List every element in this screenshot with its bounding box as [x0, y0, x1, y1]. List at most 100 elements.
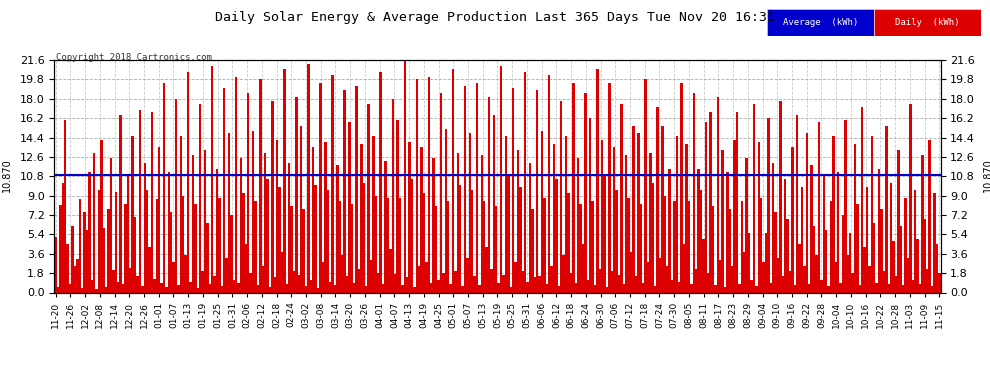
Bar [337, 165, 339, 292]
Bar [640, 204, 642, 292]
Bar [211, 66, 214, 292]
Bar [936, 244, 939, 292]
Bar [148, 247, 150, 292]
Bar [858, 285, 861, 292]
Bar [430, 283, 433, 292]
Bar [752, 104, 755, 292]
Bar [883, 271, 885, 292]
Bar [214, 276, 216, 292]
Bar [454, 271, 456, 292]
Bar [764, 233, 767, 292]
Bar [440, 93, 443, 292]
Bar [137, 276, 139, 292]
Bar [409, 142, 411, 292]
Bar [548, 75, 550, 292]
Bar [346, 276, 348, 292]
Bar [167, 172, 170, 292]
Bar [663, 196, 666, 292]
Bar [199, 104, 201, 292]
Bar [218, 198, 221, 292]
Bar [760, 198, 762, 292]
Bar [719, 260, 722, 292]
Bar [654, 286, 656, 292]
Bar [332, 75, 334, 292]
Bar [370, 260, 372, 292]
Bar [929, 140, 931, 292]
Bar [69, 284, 71, 292]
Bar [273, 278, 276, 292]
Bar [179, 136, 182, 292]
Bar [184, 255, 187, 292]
Bar [192, 155, 194, 292]
Bar [290, 206, 293, 292]
Bar [379, 72, 382, 292]
Bar [288, 164, 290, 292]
Bar [791, 147, 794, 292]
Bar [835, 262, 837, 292]
Bar [522, 271, 524, 292]
Bar [594, 285, 596, 292]
Bar [396, 120, 399, 292]
Bar [426, 262, 428, 292]
Bar [435, 206, 438, 292]
Bar [117, 282, 120, 292]
Bar [739, 284, 741, 292]
Bar [112, 270, 115, 292]
Bar [722, 150, 724, 292]
Bar [139, 110, 142, 292]
Bar [544, 198, 545, 292]
Bar [266, 180, 268, 292]
Bar [122, 284, 125, 292]
Bar [658, 258, 661, 292]
Bar [529, 164, 532, 292]
Bar [695, 269, 697, 292]
Bar [110, 158, 112, 292]
Bar [675, 136, 678, 292]
Bar [443, 273, 445, 292]
Bar [816, 255, 818, 292]
Bar [150, 112, 153, 292]
Bar [132, 136, 134, 292]
Bar [312, 147, 315, 292]
Bar [194, 204, 196, 292]
Bar [572, 82, 574, 292]
Bar [125, 204, 127, 292]
Bar [931, 286, 934, 292]
Bar [560, 101, 562, 292]
Bar [353, 283, 355, 292]
Bar [849, 233, 851, 292]
Bar [248, 93, 249, 292]
Bar [567, 194, 569, 292]
Bar [616, 190, 618, 292]
Bar [483, 201, 485, 292]
Bar [146, 190, 148, 292]
Bar [468, 133, 471, 292]
Bar [644, 80, 646, 292]
Bar [541, 131, 544, 292]
Bar [584, 93, 586, 292]
Bar [515, 262, 517, 292]
Bar [507, 176, 510, 292]
Bar [307, 64, 310, 292]
Bar [348, 122, 350, 292]
Bar [54, 237, 56, 292]
Bar [870, 136, 873, 292]
Bar [129, 268, 132, 292]
Bar [784, 180, 786, 292]
Bar [736, 112, 739, 292]
Bar [596, 69, 599, 292]
Bar [488, 97, 490, 292]
Bar [638, 133, 640, 292]
Bar [401, 285, 404, 292]
Bar [134, 217, 137, 292]
Bar [463, 86, 466, 292]
Bar [495, 206, 497, 292]
Bar [298, 275, 300, 292]
Bar [534, 278, 536, 292]
Bar [144, 164, 146, 292]
Bar [656, 107, 658, 292]
Bar [485, 247, 488, 292]
Bar [103, 228, 105, 292]
Bar [78, 199, 81, 292]
Bar [856, 204, 858, 292]
